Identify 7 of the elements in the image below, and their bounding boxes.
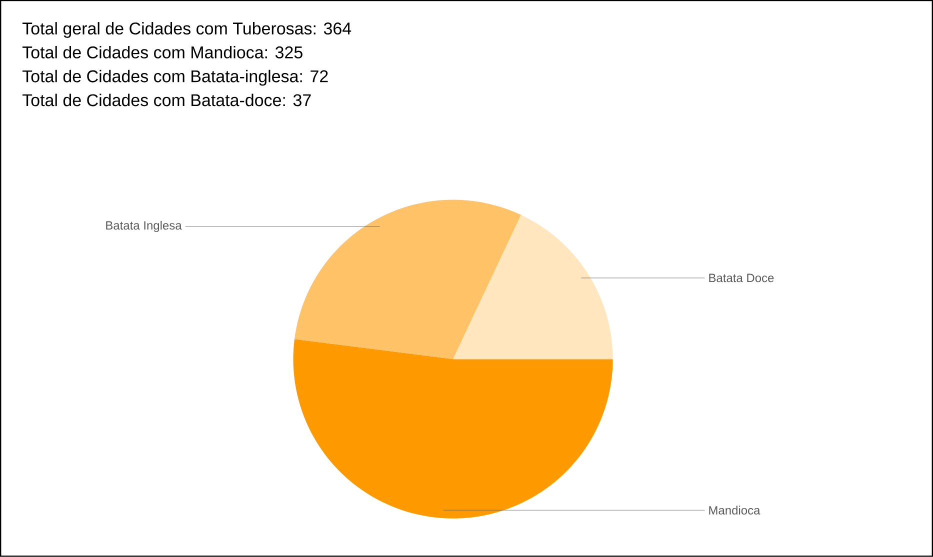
text: Total geral de Cidades com Tuberosas: 364 (22, 22, 352, 38)
slice-label: Mandioca (709, 506, 760, 515)
text: Total de Cidades com Batata-inglesa: 72 (22, 70, 328, 86)
slice-label: Batata Doce (709, 274, 774, 282)
text: Total de Cidades com Mandioca: 325 (22, 46, 302, 58)
slice-label: Batata Inglesa (106, 220, 182, 232)
text: Total de Cidades com Batata-doce: 37 (22, 94, 311, 106)
